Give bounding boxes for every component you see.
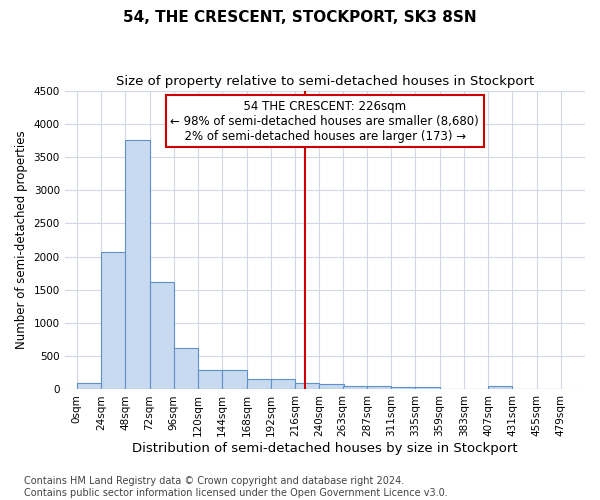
Bar — [488, 386, 512, 390]
Bar — [391, 387, 415, 390]
Y-axis label: Number of semi-detached properties: Number of semi-detached properties — [15, 130, 28, 350]
Bar — [247, 379, 271, 390]
Bar — [125, 140, 149, 390]
Bar — [174, 348, 198, 390]
Bar — [271, 380, 295, 390]
Bar — [295, 383, 319, 390]
X-axis label: Distribution of semi-detached houses by size in Stockport: Distribution of semi-detached houses by … — [132, 442, 518, 455]
Bar — [222, 370, 247, 390]
Bar — [319, 384, 344, 390]
Bar — [415, 387, 440, 390]
Bar — [149, 282, 174, 390]
Text: 54, THE CRESCENT, STOCKPORT, SK3 8SN: 54, THE CRESCENT, STOCKPORT, SK3 8SN — [123, 10, 477, 25]
Text: 54 THE CRESCENT: 226sqm  
← 98% of semi-detached houses are smaller (8,680)
  2%: 54 THE CRESCENT: 226sqm ← 98% of semi-de… — [170, 100, 479, 142]
Text: Contains HM Land Registry data © Crown copyright and database right 2024.
Contai: Contains HM Land Registry data © Crown c… — [24, 476, 448, 498]
Bar — [101, 252, 125, 390]
Bar — [367, 386, 391, 390]
Title: Size of property relative to semi-detached houses in Stockport: Size of property relative to semi-detach… — [116, 75, 534, 88]
Bar — [343, 386, 367, 390]
Bar — [77, 384, 101, 390]
Bar — [198, 370, 222, 390]
